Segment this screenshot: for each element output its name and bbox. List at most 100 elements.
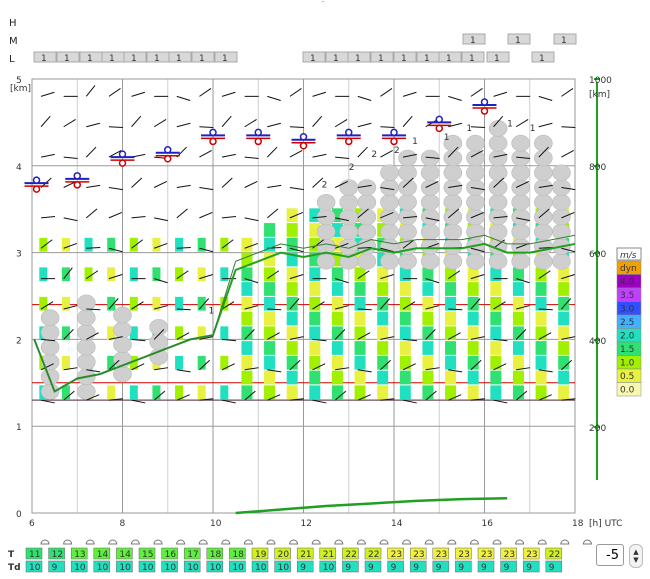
- wind-barb: [470, 126, 485, 128]
- right-axis-tick-label: 400: [589, 337, 606, 347]
- cloud-puff: [420, 223, 440, 241]
- arrow-up-icon[interactable]: ▲: [633, 548, 639, 556]
- partly-cloudy-icon: [40, 539, 50, 545]
- drag-handle[interactable]: ˘: [321, 0, 325, 9]
- cloud-puff: [398, 179, 417, 196]
- wind-barb: [267, 95, 281, 101]
- wind-barb: [335, 156, 350, 160]
- updraft-cell: [331, 311, 343, 326]
- wind-barb: [244, 242, 258, 249]
- wind-barb: [108, 211, 123, 219]
- m-cloud-box: [462, 33, 486, 45]
- dewpoint-value: 10: [119, 563, 131, 573]
- wind-barb: [199, 398, 214, 401]
- updraft-cell: [377, 267, 389, 282]
- wind-barb: [176, 247, 191, 249]
- updraft-cell: [264, 282, 276, 296]
- arrow-down-icon[interactable]: ▼: [633, 556, 639, 564]
- wind-barb: [516, 367, 531, 371]
- l-cloud-box: [168, 51, 192, 63]
- cloud-puff: [339, 179, 359, 196]
- temperature-value: 19: [255, 550, 267, 560]
- temperature-value: 13: [74, 550, 85, 560]
- cloud-puff: [552, 193, 571, 211]
- wind-barb: [425, 367, 440, 371]
- wind-barb: [493, 177, 505, 188]
- updraft-cell: [354, 311, 366, 326]
- wind-barb: [108, 359, 120, 371]
- updraft-cell: [39, 237, 48, 252]
- l-cloud-box: [486, 51, 510, 63]
- wind-barb: [561, 187, 576, 191]
- cloud-puff: [443, 164, 463, 182]
- wind-barb: [380, 359, 392, 371]
- updraft-cell: [220, 355, 229, 370]
- wind-barb: [335, 305, 349, 310]
- right-axis-tick-label: 800: [589, 163, 606, 173]
- offset-spinner-input[interactable]: -5: [596, 544, 624, 566]
- updraft-cell: [264, 341, 276, 355]
- wind-barb: [154, 217, 168, 222]
- wind-barb: [515, 180, 529, 188]
- wind-barb: [289, 187, 304, 191]
- wind-barb: [335, 242, 349, 249]
- cloud-puff: [398, 223, 417, 241]
- updraft-cell: [129, 385, 138, 400]
- temperature-cell: [93, 547, 111, 560]
- wind-barb: [448, 95, 462, 101]
- wind-barb: [221, 363, 235, 371]
- wind-barb: [86, 184, 101, 188]
- wind-barb: [538, 95, 553, 101]
- temperature-cell: [364, 547, 382, 560]
- updraft-cell: [558, 385, 570, 400]
- wind-barb: [538, 270, 551, 280]
- spinner-arrows[interactable]: ▲ ▼: [629, 544, 643, 568]
- cloud-puff: [488, 164, 508, 182]
- wind-barb: [515, 118, 529, 128]
- wind-barb: [380, 274, 394, 280]
- updraft-cell: [467, 370, 479, 385]
- wind-barb: [470, 398, 485, 401]
- marker-circle-blue: [164, 146, 172, 154]
- dewpoint-value: 10: [74, 563, 86, 573]
- wind-barb: [153, 390, 166, 401]
- updraft-cell: [558, 282, 570, 296]
- wind-barb: [176, 95, 191, 101]
- cloud-puff: [398, 252, 417, 270]
- updraft-cell: [535, 296, 547, 311]
- updraft-cell: [197, 296, 206, 311]
- dewpoint-value: 9: [549, 563, 555, 573]
- cloud-puff: [40, 309, 60, 327]
- dewpoint-value: 10: [97, 563, 109, 573]
- cloud-puff: [511, 134, 531, 152]
- wind-barb: [561, 274, 575, 280]
- updraft-cell: [309, 370, 321, 385]
- wind-barb: [334, 118, 348, 128]
- wind-barb: [516, 156, 531, 160]
- cloud-puff: [466, 208, 485, 226]
- temperature-value: 16: [165, 550, 177, 560]
- dewpoint-cell: [161, 560, 178, 573]
- temperature-value: 14: [119, 550, 131, 560]
- updraft-cell: [264, 296, 276, 311]
- updraft-cell: [175, 296, 184, 311]
- wind-barb: [153, 329, 165, 340]
- wind-barb: [199, 298, 210, 310]
- wind-barb: [493, 301, 506, 310]
- partly-cloudy-icon: [153, 539, 163, 545]
- x-tick-label: 12: [301, 519, 312, 529]
- colorbar-label: 4.0: [620, 278, 635, 288]
- wind-barb: [561, 88, 574, 97]
- marker-circle-red: [480, 107, 489, 115]
- l-cloud-value: 1: [109, 54, 115, 64]
- updraft-cell: [467, 385, 479, 400]
- partly-cloudy-icon: [515, 539, 525, 545]
- wind-barb: [312, 215, 327, 219]
- temperature-value: 14: [97, 550, 109, 560]
- cloud-puff: [40, 338, 60, 356]
- cloud-puff: [420, 164, 440, 182]
- updraft-cell: [264, 267, 276, 282]
- cloud-puff: [339, 238, 359, 255]
- wind-barb: [176, 369, 191, 373]
- updraft-cell: [241, 311, 253, 326]
